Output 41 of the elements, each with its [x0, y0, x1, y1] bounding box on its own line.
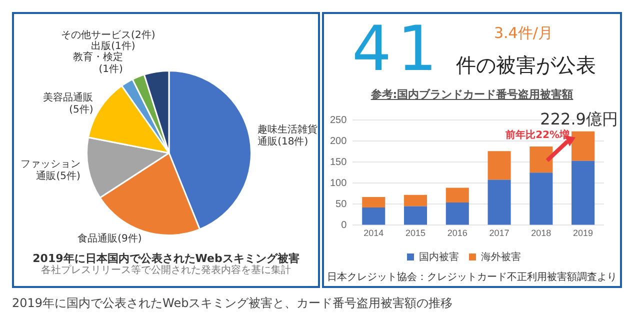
text: 3.4件/月	[494, 24, 553, 43]
bar	[530, 172, 553, 225]
slice-label: 出版(1件)	[91, 40, 136, 52]
x-tick-label: 2014	[364, 228, 384, 238]
bar	[404, 206, 428, 225]
x-tick-label: 2018	[531, 228, 552, 238]
y-tick-label: 100	[330, 178, 348, 189]
y-tick-label: 50	[336, 198, 348, 210]
bar	[404, 194, 428, 206]
x-tick-label: 2016	[447, 228, 468, 238]
y-tick-label: 0	[341, 220, 348, 231]
slice-label: 教育・検定(1件)	[72, 51, 123, 76]
y-tick-label: 200	[330, 136, 348, 147]
text: 2019年に日本国内で公表されたWebスキミング被害	[32, 252, 300, 265]
bar	[446, 202, 469, 225]
bar	[362, 208, 386, 225]
x-tick-label: 2017	[489, 228, 510, 238]
text: 日本クレジット協会：クレジットカード不正利用被害額調査より	[326, 272, 618, 284]
legend-label: 国内被害	[419, 250, 459, 263]
bar	[446, 188, 469, 202]
x-tick-label: 2019	[573, 228, 594, 238]
text: 2019年に国内で公表されたWebスキミング被害と、カード番号盗用被害額の推移	[12, 295, 453, 312]
slice-label: 美容品通販(5件)	[43, 92, 94, 116]
text: 41	[352, 12, 443, 85]
text: 件の被害が公表	[456, 52, 596, 79]
bar	[362, 197, 386, 208]
slice-label: 趣味生活雑貨通販(18件)	[258, 123, 318, 148]
bar	[572, 131, 595, 161]
x-tick-label: 2015	[406, 228, 426, 238]
legend-label: 海外被害	[481, 250, 521, 263]
slice-label: ファッション通販(5件)	[20, 158, 80, 182]
chart-title: 参考:国内ブランドカード番号盗用被害額	[370, 88, 574, 102]
bar	[572, 160, 595, 225]
bar	[488, 180, 511, 225]
y-tick-label: 250	[330, 114, 348, 126]
y-tick-label: 150	[330, 156, 348, 168]
annotation: 222.9億円	[540, 110, 618, 129]
bar	[488, 151, 511, 180]
slice-label: 食品通販(9件)	[78, 232, 142, 245]
text: 各社プレスリリース等で公開された発表内容を基に集計	[40, 265, 292, 277]
slice-label: その他サービス(2件)	[61, 29, 156, 42]
